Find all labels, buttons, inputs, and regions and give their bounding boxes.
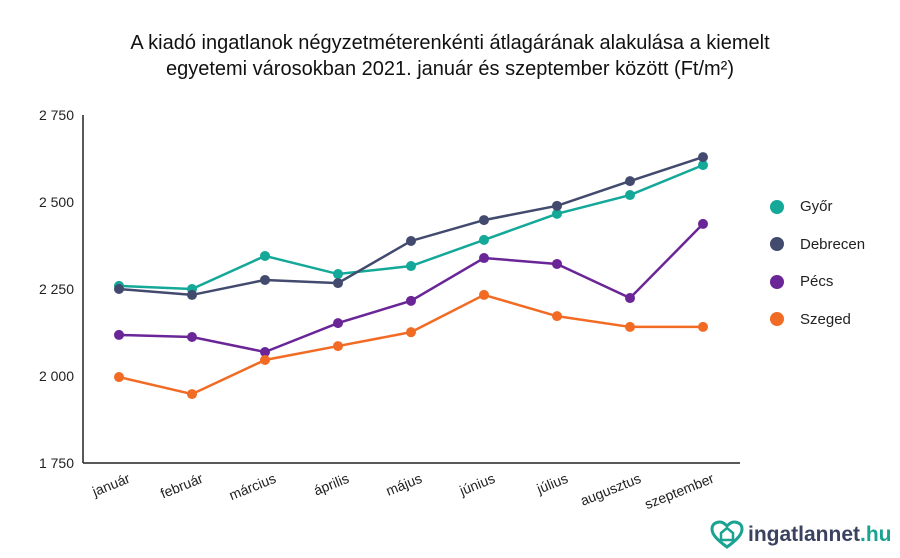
legend-label: Győr [800, 198, 833, 216]
logo-tld: .hu [860, 523, 892, 546]
data-point [479, 253, 489, 264]
data-point [552, 311, 562, 322]
data-point [333, 318, 343, 329]
data-point [333, 278, 343, 289]
data-point [625, 176, 635, 187]
chart-title: A kiadó ingatlanok négyzetméterenkénti á… [0, 30, 900, 82]
x-tick-label: május [383, 470, 424, 499]
legend-item: Pécs [770, 263, 865, 301]
series-line-szeged [118, 293, 703, 396]
logo-text: ingatlannet.hu [748, 523, 892, 547]
data-point [698, 218, 708, 229]
data-point [625, 321, 635, 332]
data-point [406, 235, 416, 246]
legend-label: Szeged [800, 310, 851, 328]
data-point [406, 295, 416, 306]
data-point [260, 354, 270, 365]
data-point [333, 341, 343, 352]
legend-label: Pécs [800, 273, 834, 291]
heart-house-icon [710, 520, 744, 549]
data-point [260, 274, 270, 285]
y-tick-label: 2 750 [39, 107, 74, 123]
data-point [187, 332, 197, 343]
data-point [698, 321, 708, 332]
data-point [479, 234, 489, 245]
data-point [552, 258, 562, 269]
data-point [479, 215, 489, 226]
legend-marker [770, 312, 784, 327]
x-tick-label: április [311, 470, 351, 499]
y-tick-label: 2 500 [39, 194, 74, 210]
y-tick-label: 1 750 [39, 455, 74, 471]
legend-label: Debrecen [800, 235, 866, 253]
series-line-debrecen [118, 155, 704, 297]
legend-item: Debrecen [770, 226, 865, 264]
data-point [698, 152, 708, 163]
data-point [552, 200, 562, 211]
x-tick-label: augusztus [578, 470, 643, 509]
data-point [698, 160, 708, 171]
chart-title-line1: A kiadó ingatlanok négyzetméterenkénti á… [130, 32, 770, 54]
x-tick-label: január [89, 470, 132, 500]
data-point [625, 293, 635, 304]
data-point [406, 327, 416, 338]
legend-marker [770, 199, 784, 214]
ingatlannet-logo: ingatlannet.hu [710, 520, 892, 550]
data-point [406, 261, 416, 272]
x-tick-label: február [158, 470, 205, 502]
legend: Győr Debrecen Pécs Szeged [770, 188, 865, 338]
x-tick-label: június [456, 470, 497, 499]
logo-name: ingatlannet [748, 523, 861, 546]
data-point [114, 284, 124, 294]
data-point [260, 346, 270, 357]
data-point [187, 289, 197, 300]
data-point [260, 250, 270, 261]
legend-marker [770, 274, 784, 289]
y-tick-label: 2 000 [39, 368, 74, 384]
data-point [479, 289, 489, 300]
data-point [333, 269, 343, 280]
legend-marker [770, 237, 784, 252]
data-point [625, 190, 635, 201]
y-tick-label: 2 250 [39, 281, 74, 297]
x-tick-label: szeptember [642, 470, 716, 512]
x-tick-label: július [534, 470, 571, 497]
data-point [187, 389, 197, 400]
data-point [552, 208, 562, 219]
legend-item: Szeged [770, 301, 865, 339]
chart-title-line2: egyetemi városokban 2021. január és szep… [165, 58, 735, 80]
legend-item: Győr [770, 188, 865, 226]
data-point [114, 329, 124, 340]
x-tick-label: március [227, 470, 278, 503]
data-point [114, 372, 124, 383]
